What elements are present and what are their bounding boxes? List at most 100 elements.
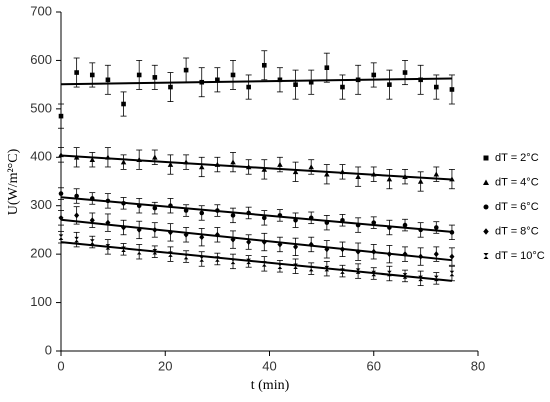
point xyxy=(214,231,220,238)
point xyxy=(340,268,345,274)
point xyxy=(449,87,455,92)
point xyxy=(402,70,408,75)
point xyxy=(402,222,408,228)
point xyxy=(308,79,314,85)
point xyxy=(355,222,361,228)
point xyxy=(340,84,345,90)
error-bar xyxy=(339,264,346,278)
point xyxy=(324,246,330,253)
point xyxy=(308,215,314,221)
point xyxy=(136,248,142,255)
point xyxy=(230,72,236,78)
point xyxy=(433,251,439,258)
point xyxy=(183,231,189,238)
x-tick-label: 20 xyxy=(158,358,172,373)
point xyxy=(121,224,127,231)
point xyxy=(340,217,345,223)
point xyxy=(74,70,79,75)
point xyxy=(58,234,64,240)
point xyxy=(89,196,95,201)
point xyxy=(198,164,205,170)
point xyxy=(324,65,330,70)
point xyxy=(230,213,236,218)
error-bar xyxy=(323,261,330,277)
point xyxy=(215,208,220,213)
point xyxy=(105,244,111,250)
x-axis-label: t (min) xyxy=(251,378,290,393)
point xyxy=(277,263,283,270)
point xyxy=(105,154,111,160)
legend-label: dT = 8°C xyxy=(495,225,539,237)
y-tick-label: 300 xyxy=(30,197,52,212)
point xyxy=(355,268,361,274)
point xyxy=(121,101,126,107)
point xyxy=(167,229,173,236)
point xyxy=(324,220,330,225)
point xyxy=(199,210,205,216)
point xyxy=(214,161,221,167)
error-bar xyxy=(308,262,315,275)
point xyxy=(120,159,127,165)
point xyxy=(58,152,64,158)
point xyxy=(261,261,267,267)
point xyxy=(293,243,299,250)
point xyxy=(167,161,174,167)
point xyxy=(292,169,299,175)
legend-label: dT = 6°C xyxy=(495,201,539,213)
trend-line xyxy=(60,77,452,86)
error-bar xyxy=(402,269,409,283)
point xyxy=(199,256,205,262)
point xyxy=(449,270,455,277)
legend-marker xyxy=(483,253,489,259)
point xyxy=(183,253,189,260)
point xyxy=(183,208,189,213)
y-tick-label: 700 xyxy=(30,3,52,18)
point xyxy=(308,265,314,272)
point xyxy=(386,176,393,182)
point xyxy=(136,203,142,209)
error-bar xyxy=(104,239,111,255)
trend-line xyxy=(60,154,452,181)
legend-label: dT = 10°C xyxy=(495,250,545,262)
trend-line xyxy=(60,196,453,233)
point xyxy=(58,113,64,119)
point xyxy=(418,77,423,83)
point xyxy=(434,84,439,90)
point xyxy=(418,275,423,282)
y-tick-label: 0 xyxy=(45,342,52,357)
point xyxy=(89,156,96,163)
point xyxy=(402,251,408,258)
point xyxy=(136,72,142,78)
point xyxy=(355,248,361,255)
point xyxy=(58,214,64,221)
point xyxy=(245,164,252,170)
point xyxy=(58,191,64,196)
trend-line xyxy=(60,218,453,262)
point xyxy=(230,258,236,265)
point xyxy=(89,72,95,78)
point xyxy=(121,200,126,206)
error-bar xyxy=(386,265,393,282)
point xyxy=(277,241,283,248)
x-tick-label: 80 xyxy=(471,358,485,373)
point xyxy=(293,263,298,270)
point xyxy=(152,226,158,233)
legend-marker xyxy=(483,204,489,210)
point xyxy=(74,212,80,219)
error-bar xyxy=(276,260,283,273)
point xyxy=(293,82,298,87)
point xyxy=(355,173,361,179)
y-tick-label: 500 xyxy=(30,100,52,115)
point xyxy=(199,234,205,241)
y-tick-label: 400 xyxy=(30,149,52,164)
point xyxy=(339,169,346,175)
trend-line xyxy=(60,241,453,282)
point xyxy=(73,154,80,160)
point xyxy=(418,227,423,233)
point xyxy=(136,226,142,233)
point xyxy=(89,239,95,245)
point xyxy=(136,156,142,163)
point xyxy=(105,219,111,226)
point xyxy=(183,159,189,165)
point xyxy=(449,176,455,182)
